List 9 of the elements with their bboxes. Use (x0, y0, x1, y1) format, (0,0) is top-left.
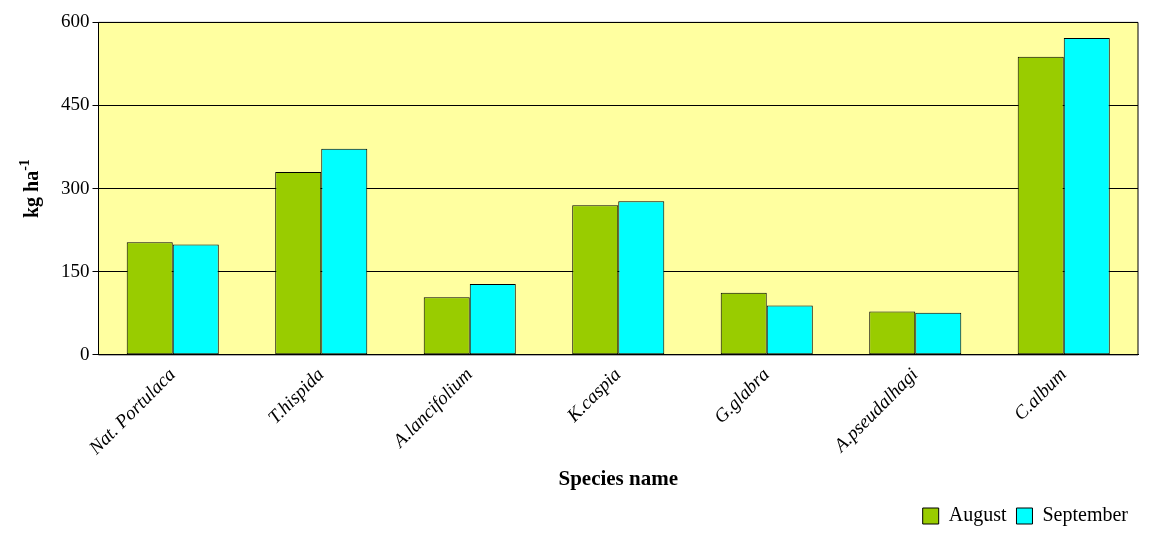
y-tick-label: 300 (61, 176, 90, 198)
y-tick-label: 150 (61, 259, 90, 281)
y-tick-label: 0 (80, 342, 90, 364)
x-axis-title: Species name (558, 465, 679, 490)
y-axis-title: kg ha-1 (17, 159, 43, 219)
y-tick-label: 600 (61, 10, 90, 32)
legend-label: September (1042, 503, 1129, 527)
legend-label: August (948, 503, 1007, 527)
y-tick-label: 450 (61, 93, 90, 115)
